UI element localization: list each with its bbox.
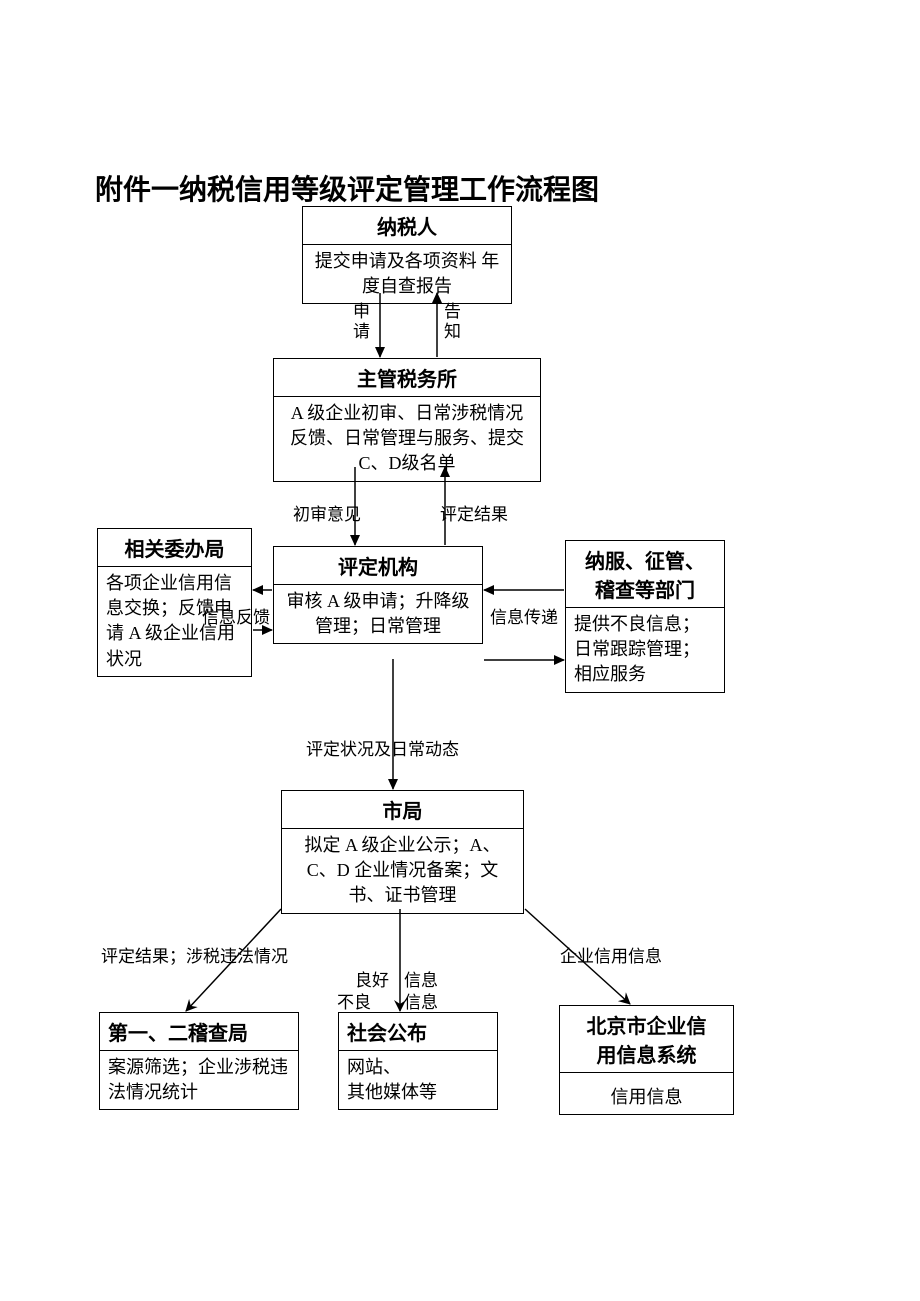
page-title: 附件一纳税信用等级评定管理工作流程图 xyxy=(95,168,599,208)
label-info-transfer: 信息传递 xyxy=(490,603,558,628)
label-result: 评定结果 xyxy=(440,500,508,525)
node-assess: 评定机构 审核 A 级申请；升降级管理；日常管理 xyxy=(273,546,483,644)
label-notify: 告 知 xyxy=(444,302,461,343)
label-apply: 申 请 xyxy=(353,302,370,343)
node-bureau-body: 拟定 A 级企业公示；A、C、D 企业情况备案；文书、证书管理 xyxy=(282,829,523,913)
node-audit: 第一、二稽查局 案源筛选；企业涉税违法情况统计 xyxy=(99,1012,299,1110)
node-tax-office-title: 主管税务所 xyxy=(274,359,540,397)
node-tax-office: 主管税务所 A 级企业初审、日常涉税情况反馈、日常管理与服务、提交 C、D级名单 xyxy=(273,358,541,482)
node-publish-title: 社会公布 xyxy=(339,1013,497,1051)
node-dept-title: 纳服、征管、 稽查等部门 xyxy=(566,541,724,608)
node-publish: 社会公布 网站、 其他媒体等 xyxy=(338,1012,498,1110)
label-info-feedback: 信息反馈 xyxy=(202,603,270,628)
node-taxpayer-title: 纳税人 xyxy=(303,207,511,245)
label-to-audit: 评定结果；涉税违法情况 xyxy=(101,942,288,967)
node-committee-title: 相关委办局 xyxy=(98,529,251,567)
node-tax-office-body: A 级企业初审、日常涉税情况反馈、日常管理与服务、提交 C、D级名单 xyxy=(274,397,540,481)
node-assess-body: 审核 A 级申请；升降级管理；日常管理 xyxy=(274,585,482,643)
node-publish-body: 网站、 其他媒体等 xyxy=(339,1051,497,1109)
label-status: 评定状况及日常动态 xyxy=(306,735,459,760)
node-credit-sys-title: 北京市企业信 用信息系统 xyxy=(560,1006,733,1073)
label-info2: 信息 xyxy=(404,988,438,1013)
node-credit-sys: 北京市企业信 用信息系统 信用信息 xyxy=(559,1005,734,1115)
label-bad: 不良 xyxy=(337,988,371,1013)
label-opinion: 初审意见 xyxy=(293,500,361,525)
node-dept: 纳服、征管、 稽查等部门 提供不良信息；日常跟踪管理；相应服务 xyxy=(565,540,725,693)
node-taxpayer: 纳税人 提交申请及各项资料 年度自查报告 xyxy=(302,206,512,304)
node-bureau-title: 市局 xyxy=(282,791,523,829)
node-dept-body: 提供不良信息；日常跟踪管理；相应服务 xyxy=(566,608,724,692)
node-credit-sys-body: 信用信息 xyxy=(560,1073,733,1114)
node-assess-title: 评定机构 xyxy=(274,547,482,585)
label-to-credit: 企业信用信息 xyxy=(560,942,662,967)
node-audit-body: 案源筛选；企业涉税违法情况统计 xyxy=(100,1051,298,1109)
node-audit-title: 第一、二稽查局 xyxy=(100,1013,298,1051)
node-bureau: 市局 拟定 A 级企业公示；A、C、D 企业情况备案；文书、证书管理 xyxy=(281,790,524,914)
node-taxpayer-body: 提交申请及各项资料 年度自查报告 xyxy=(303,245,511,303)
